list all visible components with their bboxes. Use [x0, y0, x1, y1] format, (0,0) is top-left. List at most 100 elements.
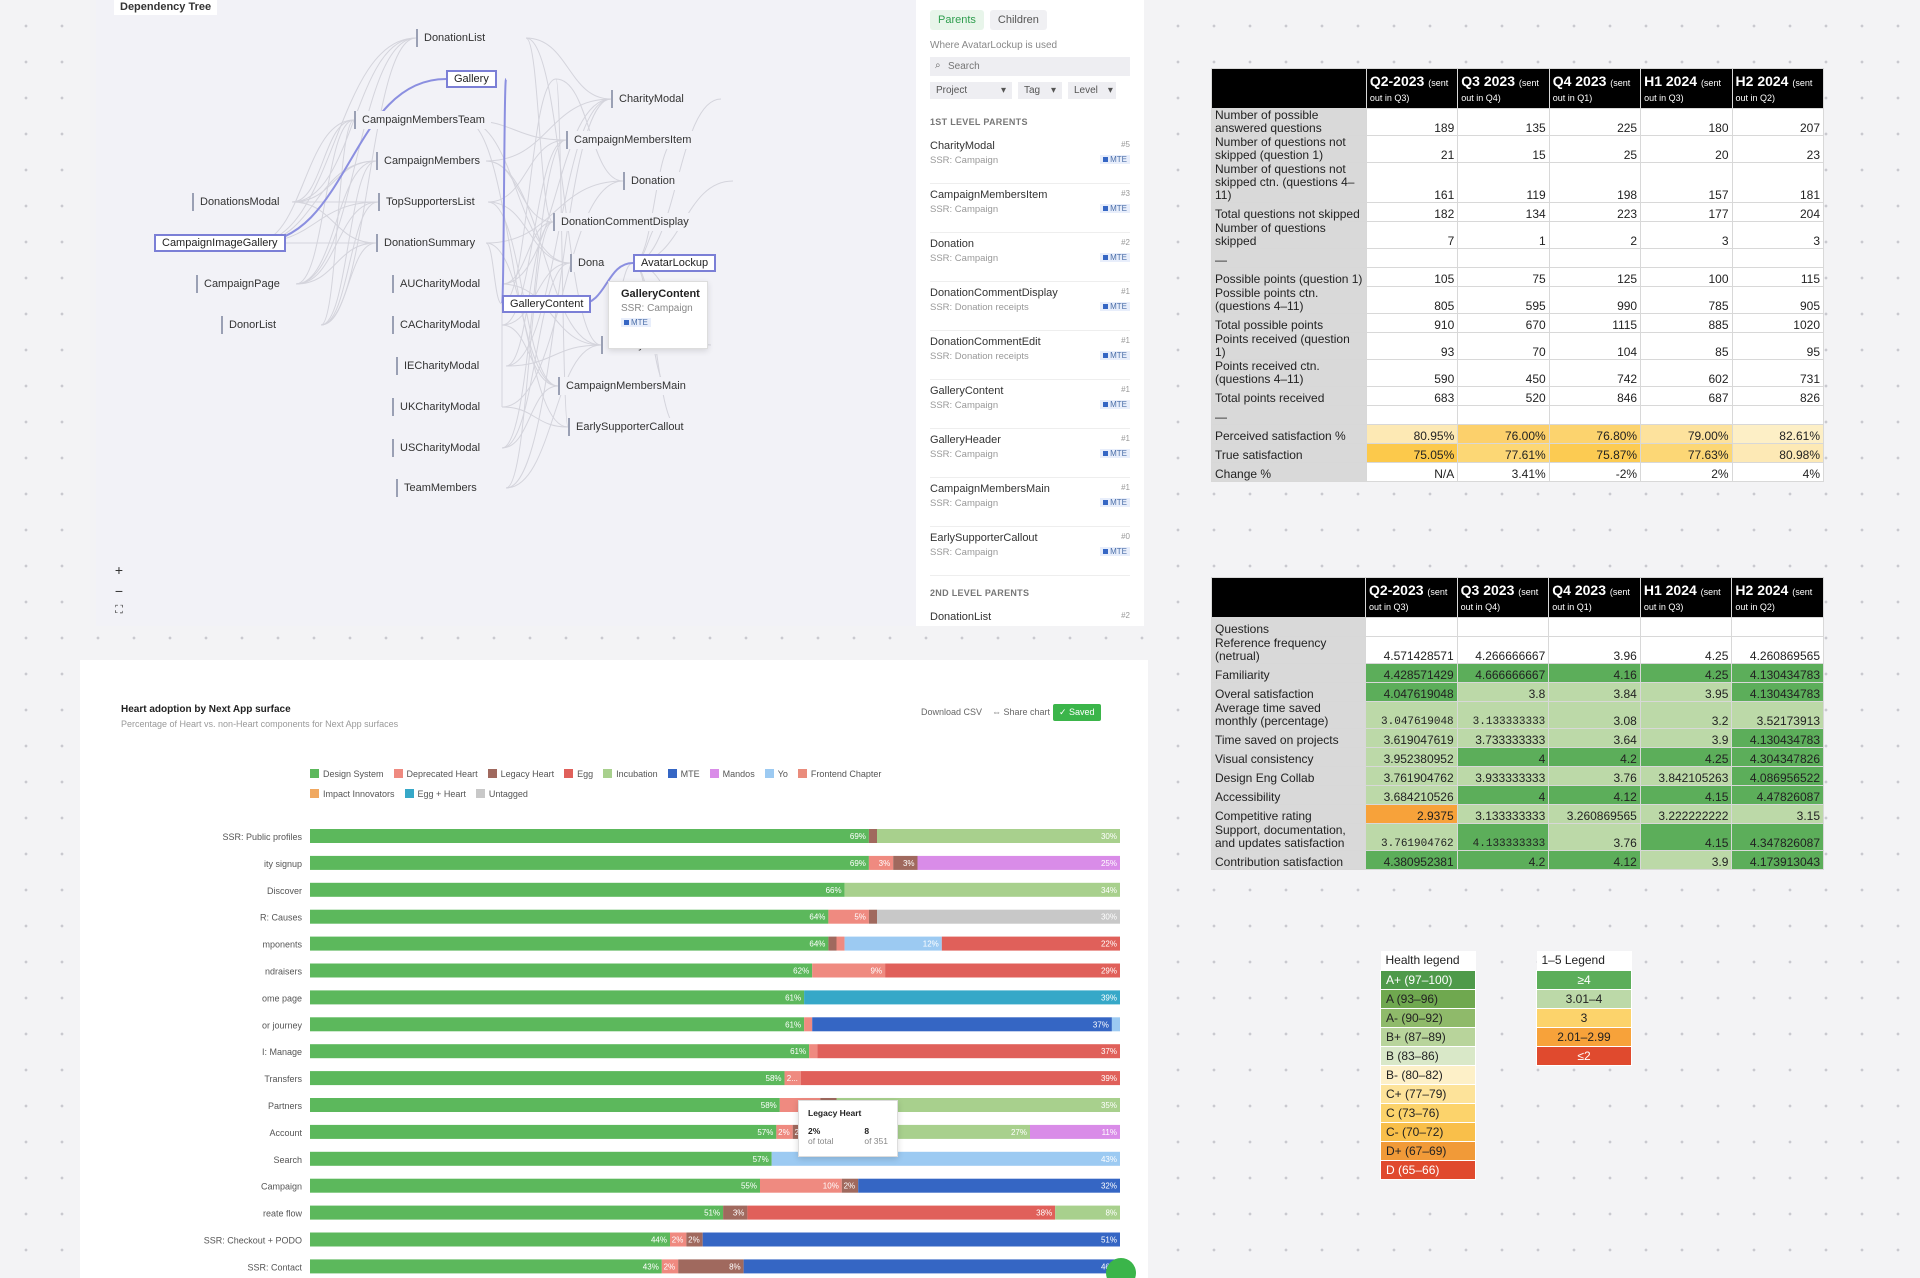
share-chart-button[interactable]: ⇔ Share chart: [992, 707, 1051, 717]
bar-segment[interactable]: [678, 1259, 744, 1274]
tree-node[interactable]: Gallery: [446, 70, 497, 88]
legend-item[interactable]: Untagged: [475, 784, 528, 804]
list-item[interactable]: GalleryHeader SSR: Campaign #1 MTE: [930, 429, 1130, 478]
bar-segment[interactable]: [747, 1205, 1056, 1220]
list-item[interactable]: DonationList #2: [930, 606, 1130, 626]
bar-segment[interactable]: [743, 1259, 1120, 1274]
level-filter[interactable]: Level ▾: [1068, 82, 1116, 99]
bar-segment[interactable]: [310, 1151, 772, 1166]
list-item[interactable]: DonationCommentDisplay SSR: Donation rece…: [930, 282, 1130, 331]
tree-node[interactable]: AUCharityModal: [392, 275, 487, 293]
bar-segment[interactable]: [844, 936, 942, 951]
legend-item[interactable]: Mandos: [709, 764, 755, 784]
tree-node[interactable]: Donation: [623, 172, 682, 190]
tree-node[interactable]: AvatarLockup: [633, 254, 717, 272]
legend-item[interactable]: Egg + Heart: [404, 784, 466, 804]
tree-node[interactable]: DonationsModal: [192, 193, 286, 211]
bar-segment[interactable]: [804, 990, 1120, 1005]
list-item[interactable]: CampaignMembersMain SSR: Campaign #1 MTE: [930, 478, 1130, 527]
bar-segment[interactable]: [868, 855, 894, 870]
bar-segment[interactable]: [868, 909, 877, 924]
bar-segment[interactable]: [800, 1071, 1120, 1086]
legend-item[interactable]: Legacy Heart: [487, 764, 554, 784]
download-csv-button[interactable]: Download CSV: [921, 707, 983, 717]
bar-segment[interactable]: [885, 963, 1120, 978]
bar-segment[interactable]: [310, 963, 813, 978]
tree-node[interactable]: USCharityModal: [392, 439, 487, 457]
legend-item[interactable]: Egg: [564, 764, 593, 784]
legend-item[interactable]: Incubation: [603, 764, 658, 784]
tree-node[interactable]: CampaignMembersTeam: [354, 111, 491, 129]
bar-segment[interactable]: [310, 1124, 777, 1139]
bar-segment[interactable]: [812, 1017, 1112, 1032]
bar-segment[interactable]: [1030, 1124, 1120, 1139]
bar-segment[interactable]: [941, 936, 1120, 951]
saved-button[interactable]: ✓ Saved: [1053, 704, 1101, 721]
tab-children[interactable]: Children: [989, 10, 1047, 30]
tree-node[interactable]: DonationList: [416, 29, 492, 47]
tree-node[interactable]: UKCharityModal: [392, 398, 487, 416]
bar-segment[interactable]: [686, 1232, 703, 1247]
bar-segment[interactable]: [784, 1071, 801, 1086]
bar-segment[interactable]: [702, 1232, 1120, 1247]
search-input[interactable]: [930, 57, 1130, 76]
tree-node[interactable]: DonationCommentDisplay: [553, 213, 695, 231]
tree-node[interactable]: GalleryContent: [502, 295, 592, 313]
bar-segment[interactable]: [1055, 1205, 1120, 1220]
list-item[interactable]: GalleryContent SSR: Campaign #1 MTE: [930, 380, 1130, 429]
tree-node[interactable]: CampaignMembers: [376, 152, 486, 170]
tag-filter[interactable]: Tag ▾: [1018, 82, 1062, 99]
tree-node[interactable]: CharityModal: [611, 90, 690, 108]
bar-segment[interactable]: [310, 1098, 780, 1112]
bar-segment[interactable]: [670, 1232, 687, 1247]
bar-segment[interactable]: [310, 990, 805, 1005]
bar-segment[interactable]: [1111, 1017, 1120, 1032]
bar-segment[interactable]: [310, 1178, 760, 1193]
list-item[interactable]: CharityModal SSR: Campaign #5 MTE: [930, 135, 1130, 184]
bar-segment[interactable]: [817, 1044, 1120, 1059]
bar-segment[interactable]: [828, 909, 869, 924]
list-item[interactable]: EarlySupporterCallout SSR: Campaign #0 MTE: [930, 527, 1130, 576]
legend-item[interactable]: Yo: [764, 764, 788, 784]
bar-segment[interactable]: [776, 1124, 793, 1139]
bar-segment[interactable]: [836, 936, 845, 951]
bar-segment[interactable]: [841, 1178, 859, 1193]
bar-segment[interactable]: [828, 936, 837, 951]
bar-segment[interactable]: [310, 1044, 810, 1059]
tree-node[interactable]: CampaignPage: [196, 275, 286, 293]
list-item[interactable]: Donation SSR: Campaign #2 MTE: [930, 233, 1130, 282]
tree-node[interactable]: DonorList: [221, 316, 283, 334]
legend-item[interactable]: Design System: [310, 764, 384, 784]
tree-node[interactable]: CACharityModal: [392, 316, 487, 334]
bar-segment[interactable]: [310, 1071, 785, 1086]
bar-segment[interactable]: [804, 1017, 813, 1032]
bar-segment[interactable]: [809, 1044, 818, 1059]
zoom-out-button[interactable]: −: [114, 583, 124, 599]
bar-segment[interactable]: [310, 936, 829, 951]
bar-segment[interactable]: [310, 1232, 670, 1247]
tree-node[interactable]: IECharityModal: [396, 357, 486, 375]
bar-segment[interactable]: [723, 1205, 748, 1220]
bar-segment[interactable]: [917, 855, 1121, 870]
fit-view-button[interactable]: ⛶: [115, 604, 123, 616]
tab-parents[interactable]: Parents: [930, 10, 984, 30]
tree-node[interactable]: CampaignMembersMain: [558, 377, 692, 395]
dependency-graph[interactable]: [96, 0, 916, 626]
bar-segment[interactable]: [868, 829, 877, 843]
bar-segment[interactable]: [877, 829, 1120, 843]
chat-fab-button[interactable]: [1106, 1258, 1136, 1278]
list-item[interactable]: CampaignMembersItem SSR: Campaign #3 MTE: [930, 184, 1130, 233]
tree-node[interactable]: CampaignImageGallery: [154, 234, 286, 252]
bar-segment[interactable]: [310, 1017, 805, 1032]
legend-item[interactable]: Deprecated Heart: [393, 764, 478, 784]
bar-segment[interactable]: [661, 1259, 679, 1274]
bar-segment[interactable]: [310, 1205, 724, 1220]
bar-segment[interactable]: [310, 829, 869, 843]
tree-node[interactable]: Dona: [570, 254, 611, 272]
tree-node[interactable]: DonationSummary: [376, 234, 482, 252]
tree-node[interactable]: TeamMembers: [396, 479, 483, 497]
legend-item[interactable]: MTE: [667, 764, 700, 784]
bar-segment[interactable]: [877, 909, 1120, 924]
bar-segment[interactable]: [310, 909, 829, 924]
bar-segment[interactable]: [844, 882, 1120, 897]
